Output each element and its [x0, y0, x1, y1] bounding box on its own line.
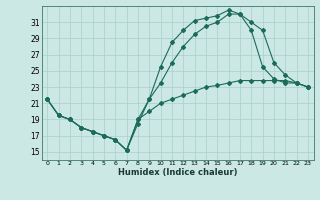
X-axis label: Humidex (Indice chaleur): Humidex (Indice chaleur) [118, 168, 237, 177]
